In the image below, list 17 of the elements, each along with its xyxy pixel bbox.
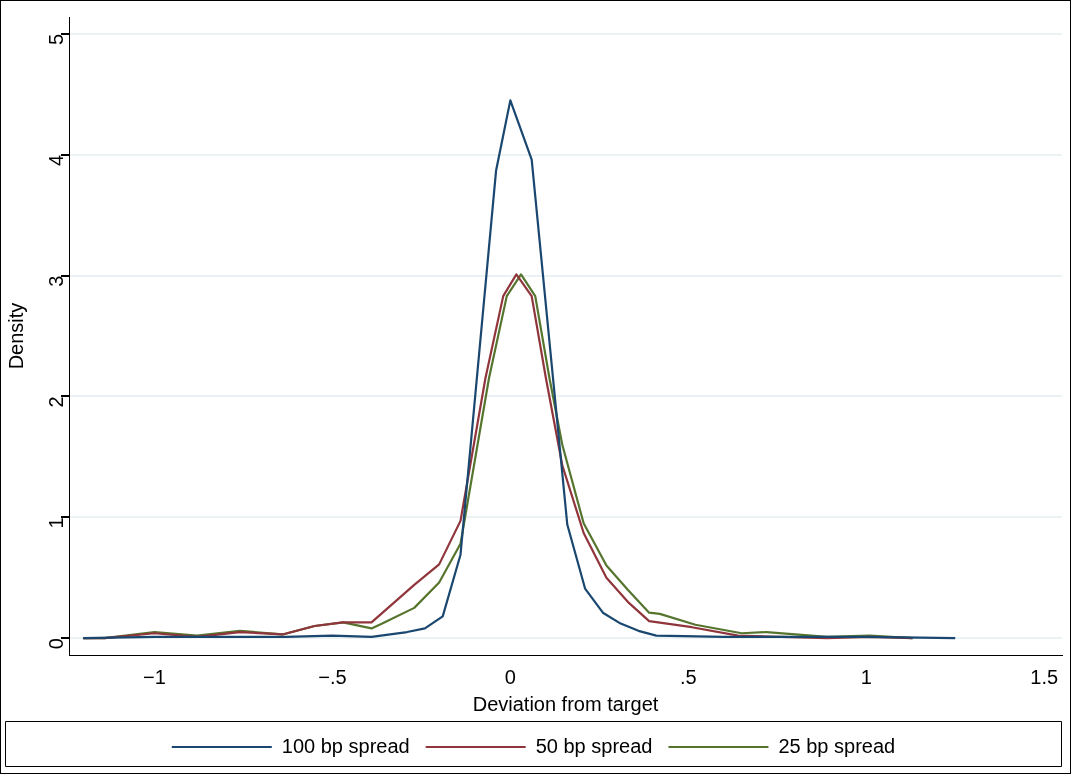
x-tick-label: 1.5 [1030,665,1059,688]
legend-label: 100 bp spread [281,734,410,757]
x-tick-label: .5 [679,665,697,688]
x-tick-label: −1 [143,665,166,688]
y-tick-label: 0 [44,638,67,650]
y-axis-title: Density [4,302,27,370]
y-tick-label: 3 [44,275,67,287]
y-tick-label: 5 [44,33,67,46]
legend-label: 25 bp spread [778,734,896,757]
y-tick-label: 4 [44,154,67,166]
y-tick-label: 2 [44,396,67,408]
x-tick-label: −.5 [318,665,347,688]
y-tick-label: 1 [44,517,67,529]
legend-label: 50 bp spread [535,734,653,757]
x-tick-label: 1 [860,665,872,688]
x-axis-title: Deviation from target [472,692,659,715]
x-tick-label: 0 [504,665,516,688]
